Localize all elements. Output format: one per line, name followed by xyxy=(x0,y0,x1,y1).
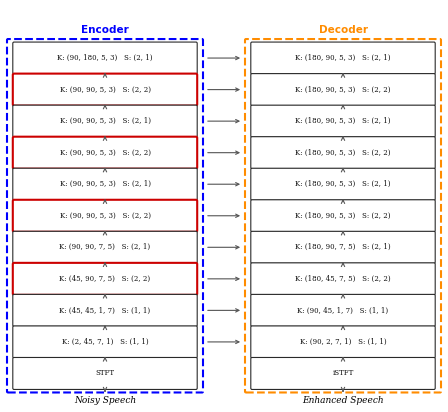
FancyBboxPatch shape xyxy=(251,326,435,358)
FancyBboxPatch shape xyxy=(13,231,197,263)
Text: K: (90, 90, 5, 3)   S: (2, 2): K: (90, 90, 5, 3) S: (2, 2) xyxy=(60,212,151,220)
FancyBboxPatch shape xyxy=(13,326,197,358)
FancyBboxPatch shape xyxy=(13,105,197,137)
Text: K: (180, 90, 5, 3)   S: (2, 2): K: (180, 90, 5, 3) S: (2, 2) xyxy=(295,86,391,94)
FancyBboxPatch shape xyxy=(251,42,435,74)
Text: K: (180, 90, 5, 3)   S: (2, 1): K: (180, 90, 5, 3) S: (2, 1) xyxy=(295,180,391,188)
Text: iSTFT: iSTFT xyxy=(332,370,353,377)
Text: K: (90, 90, 5, 3)   S: (2, 2): K: (90, 90, 5, 3) S: (2, 2) xyxy=(60,149,151,157)
Text: Encoder: Encoder xyxy=(81,25,129,35)
Text: Enhanced Speech: Enhanced Speech xyxy=(302,396,384,405)
Text: K: (180, 90, 5, 3)   S: (2, 2): K: (180, 90, 5, 3) S: (2, 2) xyxy=(295,212,391,220)
Text: K: (90, 45, 1, 7)   S: (1, 1): K: (90, 45, 1, 7) S: (1, 1) xyxy=(297,307,388,314)
FancyBboxPatch shape xyxy=(13,42,197,74)
FancyBboxPatch shape xyxy=(13,74,197,105)
Text: K: (90, 90, 5, 3)   S: (2, 1): K: (90, 90, 5, 3) S: (2, 1) xyxy=(60,117,151,125)
FancyBboxPatch shape xyxy=(251,231,435,263)
Text: STFT: STFT xyxy=(95,370,115,377)
Text: Noisy Speech: Noisy Speech xyxy=(74,396,136,405)
Text: K: (90, 90, 5, 3)   S: (2, 2): K: (90, 90, 5, 3) S: (2, 2) xyxy=(60,86,151,94)
Text: K: (90, 90, 7, 5)   S: (2, 1): K: (90, 90, 7, 5) S: (2, 1) xyxy=(60,243,151,251)
FancyBboxPatch shape xyxy=(251,263,435,295)
Text: K: (90, 90, 5, 3)   S: (2, 1): K: (90, 90, 5, 3) S: (2, 1) xyxy=(60,180,151,188)
FancyBboxPatch shape xyxy=(251,137,435,169)
FancyBboxPatch shape xyxy=(13,358,197,389)
Text: K: (2, 45, 7, 1)   S: (1, 1): K: (2, 45, 7, 1) S: (1, 1) xyxy=(62,338,148,346)
Text: K: (180, 90, 5, 3)   S: (2, 1): K: (180, 90, 5, 3) S: (2, 1) xyxy=(295,117,391,125)
FancyBboxPatch shape xyxy=(13,295,197,326)
FancyBboxPatch shape xyxy=(251,105,435,137)
FancyBboxPatch shape xyxy=(13,137,197,169)
FancyBboxPatch shape xyxy=(251,200,435,232)
FancyBboxPatch shape xyxy=(251,295,435,326)
Text: K: (180, 90, 5, 3)   S: (2, 2): K: (180, 90, 5, 3) S: (2, 2) xyxy=(295,149,391,157)
Text: K: (90, 180, 5, 3)   S: (2, 1): K: (90, 180, 5, 3) S: (2, 1) xyxy=(57,54,153,62)
FancyBboxPatch shape xyxy=(13,168,197,200)
Text: K: (180, 90, 5, 3)   S: (2, 1): K: (180, 90, 5, 3) S: (2, 1) xyxy=(295,54,391,62)
Text: K: (90, 2, 7, 1)   S: (1, 1): K: (90, 2, 7, 1) S: (1, 1) xyxy=(300,338,386,346)
FancyBboxPatch shape xyxy=(13,263,197,295)
Text: K: (45, 90, 7, 5)   S: (2, 2): K: (45, 90, 7, 5) S: (2, 2) xyxy=(60,275,151,283)
FancyBboxPatch shape xyxy=(13,200,197,232)
Text: Decoder: Decoder xyxy=(319,25,367,35)
FancyBboxPatch shape xyxy=(251,358,435,389)
FancyBboxPatch shape xyxy=(251,74,435,105)
FancyBboxPatch shape xyxy=(251,168,435,200)
Text: K: (180, 90, 7, 5)   S: (2, 1): K: (180, 90, 7, 5) S: (2, 1) xyxy=(295,243,391,251)
Text: K: (180, 45, 7, 5)   S: (2, 2): K: (180, 45, 7, 5) S: (2, 2) xyxy=(295,275,391,283)
Text: K: (45, 45, 1, 7)   S: (1, 1): K: (45, 45, 1, 7) S: (1, 1) xyxy=(60,307,151,314)
